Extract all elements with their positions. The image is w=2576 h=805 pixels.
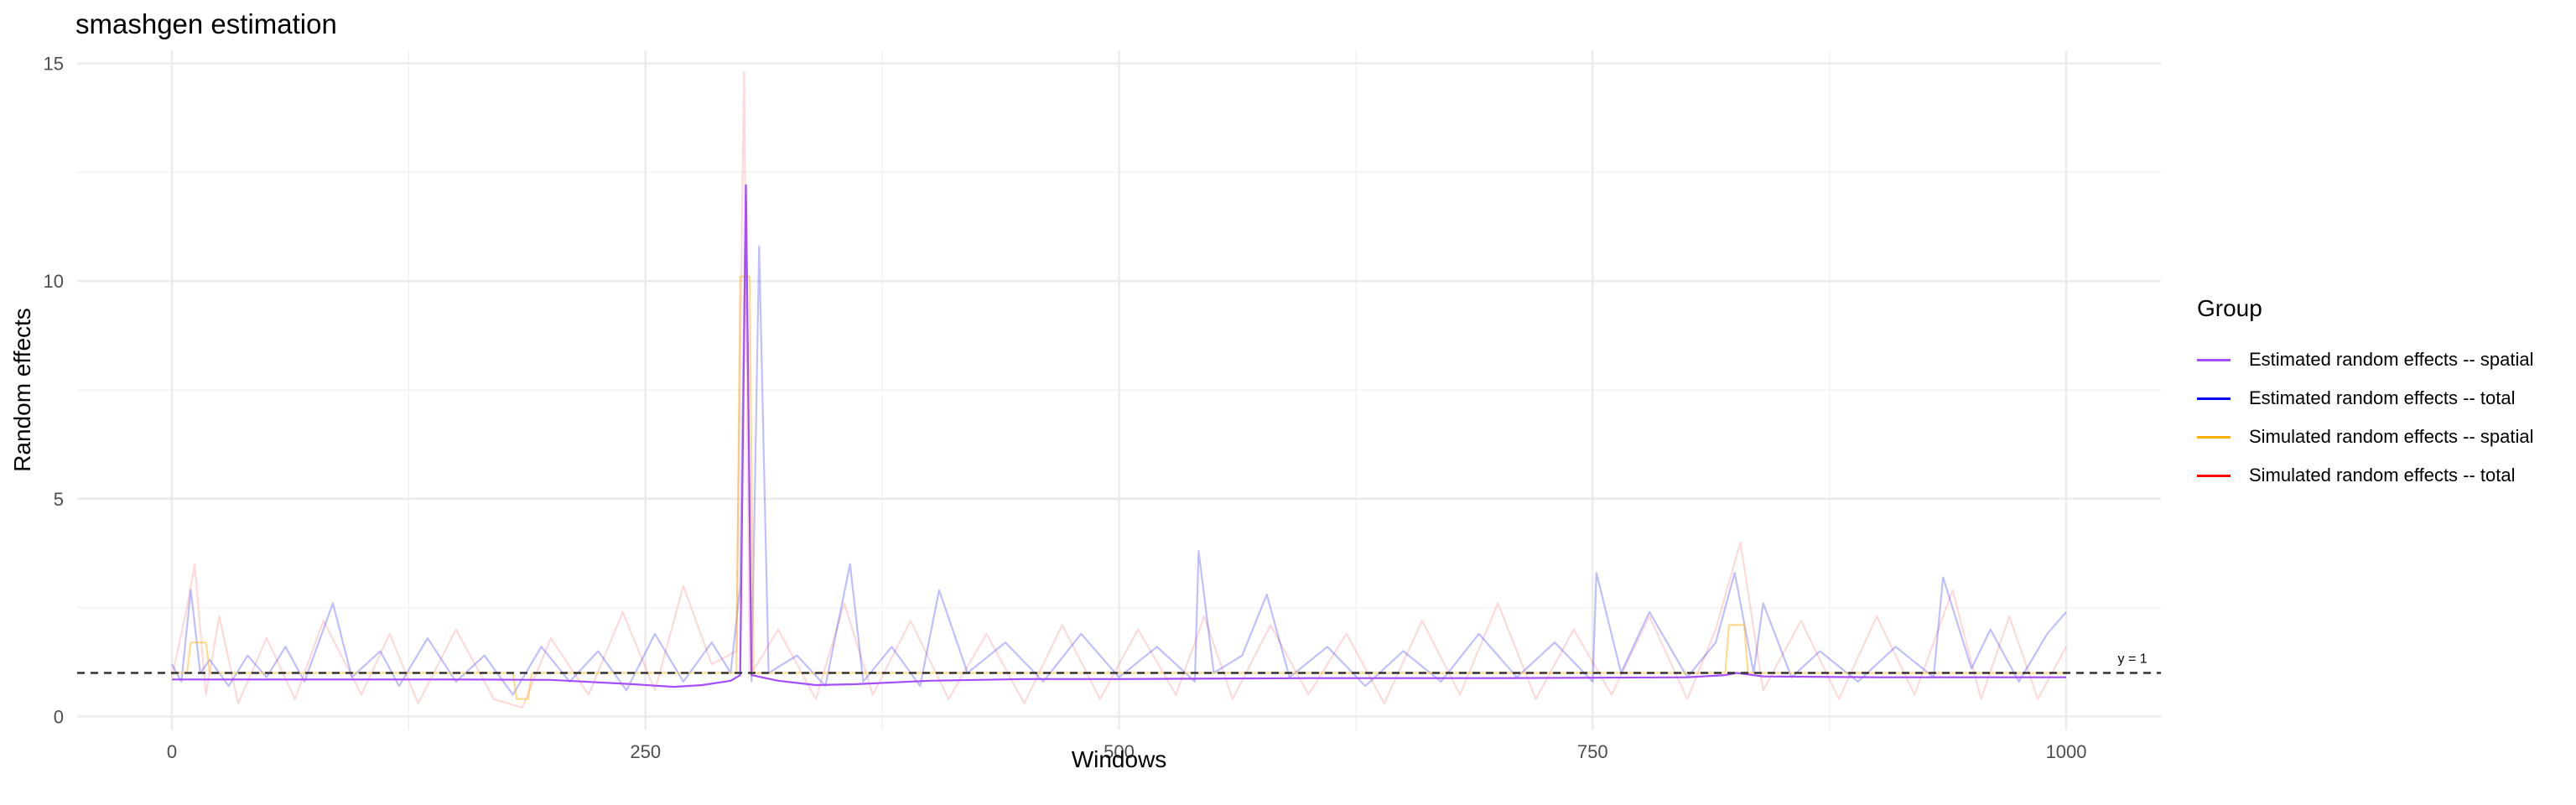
- legend-label: Estimated random effects -- total: [2249, 387, 2516, 408]
- legend-key-line: [2197, 397, 2231, 400]
- x-tick-label: 0: [167, 741, 177, 762]
- legend-items: Estimated random effects -- spatial Estim…: [2197, 340, 2534, 495]
- x-axis-title: Windows: [1072, 746, 1167, 772]
- legend-key-line: [2197, 358, 2231, 361]
- legend-item: Estimated random effects -- total: [2197, 379, 2534, 418]
- legend-item: Estimated random effects -- spatial: [2197, 340, 2534, 379]
- series-line-1: [172, 184, 2066, 688]
- y-tick-label: 0: [54, 706, 64, 727]
- tick-labels: 0 250 500 750 1000 0 5 10 15: [44, 54, 2087, 762]
- legend-label: Simulated random effects -- total: [2249, 465, 2516, 486]
- legend-label: Simulated random effects -- spatial: [2249, 426, 2534, 447]
- x-tick-label: 750: [1577, 741, 1608, 762]
- y-tick-label: 10: [44, 271, 64, 292]
- legend-key-line: [2197, 474, 2231, 477]
- y-tick-label: 5: [54, 489, 64, 510]
- chart-title: smashgen estimation: [75, 8, 337, 39]
- reference-line-label: y = 1: [2118, 652, 2148, 667]
- x-tick-label: 1000: [2046, 741, 2087, 762]
- x-tick-label: 250: [630, 741, 661, 762]
- legend-item: Simulated random effects -- spatial: [2197, 418, 2534, 456]
- legend: Group Estimated random effects -- spatia…: [2197, 295, 2534, 495]
- legend-key-line: [2197, 435, 2231, 439]
- reference-line-group: y = 1: [77, 652, 2161, 674]
- legend-label: Estimated random effects -- spatial: [2249, 349, 2534, 370]
- series-line-4: [170, 70, 2067, 709]
- x-tick-label: 500: [1104, 741, 1135, 762]
- grid-lines: [77, 50, 2161, 730]
- legend-item: Simulated random effects -- total: [2197, 456, 2534, 495]
- y-axis-title: Random effects: [9, 308, 35, 472]
- y-tick-label: 15: [44, 54, 64, 75]
- legend-title: Group: [2197, 295, 2262, 321]
